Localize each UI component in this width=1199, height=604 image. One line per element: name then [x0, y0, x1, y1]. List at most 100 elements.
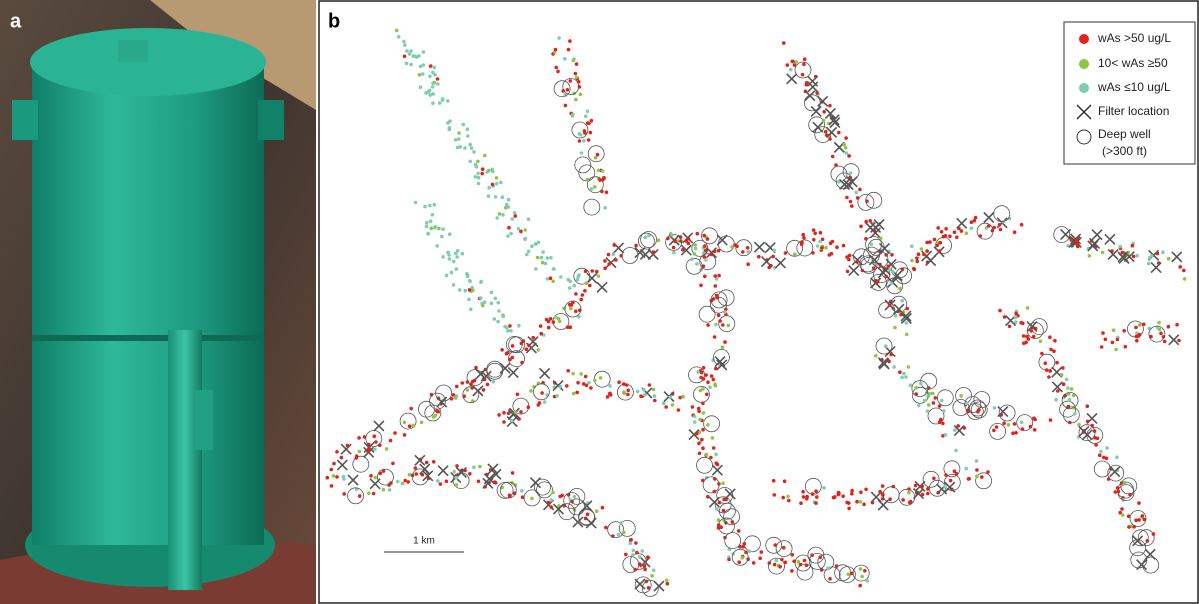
well-point — [457, 137, 461, 141]
well-point — [706, 423, 710, 427]
well-point — [920, 484, 924, 488]
well-point — [446, 99, 450, 103]
well-point — [845, 151, 849, 155]
well-point — [355, 456, 359, 460]
well-point — [566, 369, 570, 373]
well-point — [881, 492, 885, 496]
well-point — [501, 213, 505, 217]
well-point — [672, 246, 676, 250]
well-point — [718, 319, 722, 323]
well-point — [888, 497, 892, 501]
well-point — [737, 529, 741, 533]
well-point — [569, 79, 573, 83]
well-point — [1182, 269, 1186, 273]
well-point — [702, 264, 706, 268]
well-point — [426, 232, 430, 236]
well-point — [461, 381, 465, 385]
well-point — [954, 449, 958, 453]
well-point — [569, 307, 573, 311]
filter-seam — [32, 335, 264, 341]
well-point — [1096, 437, 1100, 441]
well-point — [748, 549, 752, 553]
well-point — [859, 491, 863, 495]
well-point — [551, 280, 555, 284]
well-point — [467, 298, 471, 302]
well-point — [955, 236, 959, 240]
well-point — [342, 477, 346, 481]
well-point — [703, 255, 707, 259]
well-point — [845, 501, 849, 505]
well-point — [471, 289, 475, 293]
well-point — [462, 123, 466, 127]
well-point — [960, 229, 964, 233]
well-point — [584, 115, 588, 119]
well-point — [1116, 486, 1120, 490]
well-point — [576, 278, 580, 282]
well-point — [552, 320, 556, 324]
legend-label: wAs >50 ug/L — [1097, 31, 1171, 45]
well-point — [1048, 335, 1052, 339]
well-point — [534, 267, 538, 271]
well-point — [692, 252, 696, 256]
filter-body — [32, 65, 264, 545]
well-point — [434, 414, 438, 418]
well-point — [612, 252, 616, 256]
well-point — [816, 244, 820, 248]
well-point — [389, 439, 393, 443]
well-point — [403, 43, 407, 47]
well-point — [850, 204, 854, 208]
well-point — [572, 392, 576, 396]
well-point — [1121, 251, 1125, 255]
well-point — [594, 156, 598, 160]
well-point — [943, 485, 947, 489]
well-point — [900, 299, 904, 303]
well-point — [496, 320, 500, 324]
well-point — [784, 251, 788, 255]
well-point — [791, 60, 795, 64]
well-point — [640, 549, 644, 553]
well-point — [466, 388, 470, 392]
well-point — [1132, 255, 1136, 259]
well-point — [494, 481, 498, 485]
well-point — [925, 249, 929, 253]
well-point — [697, 442, 701, 446]
well-point — [472, 150, 476, 154]
well-point — [758, 557, 762, 561]
well-point — [939, 241, 943, 245]
well-point — [847, 572, 851, 576]
well-point — [495, 182, 499, 186]
well-point — [671, 403, 675, 407]
well-point — [563, 57, 567, 61]
well-point — [494, 297, 498, 301]
well-point — [546, 277, 550, 281]
well-point — [784, 561, 788, 565]
well-point — [934, 396, 938, 400]
well-point — [1039, 339, 1043, 343]
well-point — [525, 253, 529, 257]
well-point — [487, 186, 491, 190]
well-point — [428, 89, 432, 93]
well-point — [1100, 345, 1104, 349]
well-point — [713, 274, 717, 278]
well-point — [828, 577, 832, 581]
well-point — [408, 52, 412, 56]
well-point — [696, 370, 700, 374]
well-point — [382, 469, 386, 473]
well-point — [1020, 420, 1024, 424]
well-point — [657, 239, 661, 243]
well-point — [1094, 443, 1098, 447]
well-point — [468, 288, 472, 292]
well-point — [1022, 334, 1026, 338]
well-point — [1049, 418, 1053, 422]
well-point — [1131, 244, 1135, 248]
well-point — [527, 344, 531, 348]
well-point — [588, 284, 592, 288]
well-point — [608, 384, 612, 388]
well-point — [475, 165, 479, 169]
well-point — [625, 383, 629, 387]
well-point — [448, 128, 452, 132]
well-point — [546, 256, 550, 260]
legend-label: (>300 ft) — [1102, 144, 1147, 158]
well-point — [730, 245, 734, 249]
well-point — [757, 255, 761, 259]
